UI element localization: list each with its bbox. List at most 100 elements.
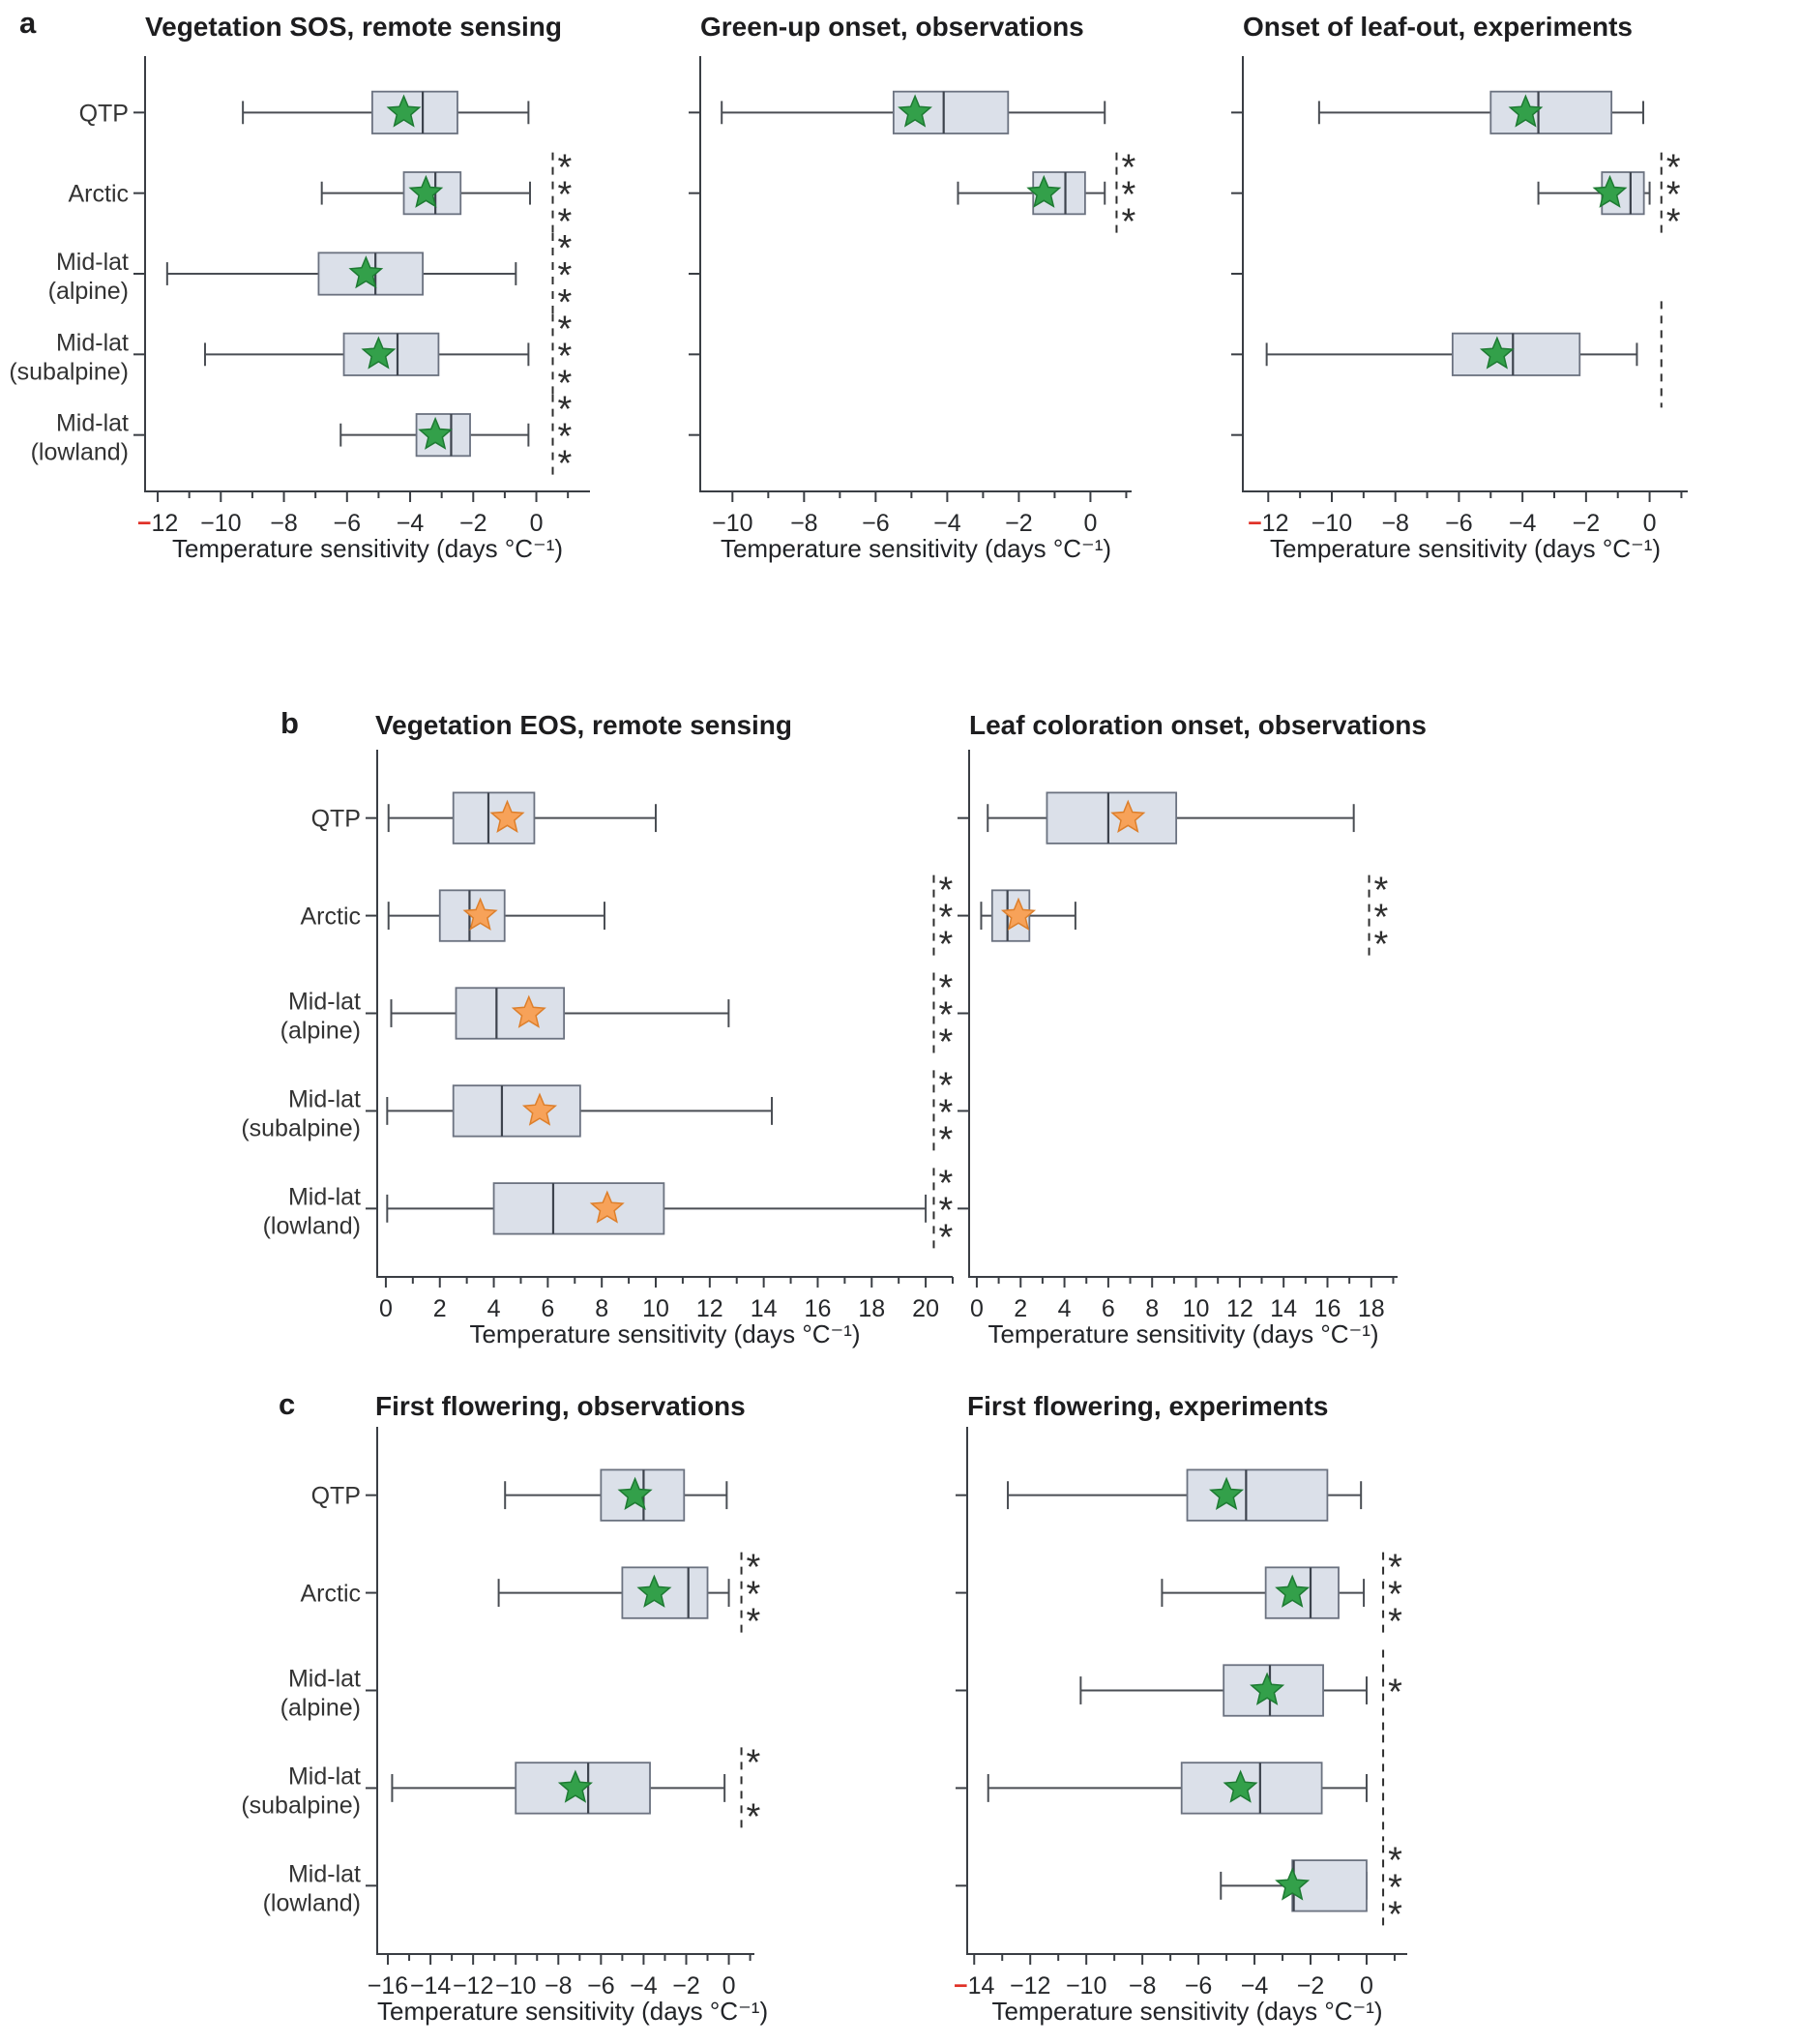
x-tick-label: 0 [1083, 510, 1097, 537]
boxplot-row [387, 889, 605, 942]
x-tick-label: −14 [410, 1972, 452, 2000]
subplot-title: Vegetation SOS, remote sensing [145, 12, 563, 42]
boxplot-row [1079, 1664, 1368, 1717]
mean-star [1250, 1672, 1285, 1705]
x-tick-label: 10 [642, 1295, 669, 1322]
x-tick-label: −6 [862, 510, 890, 537]
x-tick-label: −10 [495, 1972, 536, 2000]
subplot-title: Onset of leaf-out, experiments [1243, 12, 1633, 42]
significance-asterisk: * [1388, 1602, 1402, 1643]
row-label: (alpine) [280, 1695, 361, 1722]
significance-asterisk: * [558, 390, 573, 430]
x-tick-label: 2 [1014, 1295, 1027, 1322]
mean-star [408, 174, 444, 208]
significance-asterisk: * [558, 363, 573, 403]
x-tick-label: −12 [1010, 1972, 1050, 2000]
significance-marker: *** [932, 871, 953, 965]
boxplot-row [987, 1762, 1368, 1815]
significance-marker: ** [740, 1742, 761, 1837]
significance-asterisk: * [558, 175, 573, 216]
significance-asterisk: * [1666, 148, 1681, 189]
x-tick-label: 8 [1145, 1295, 1159, 1322]
mean-star [1508, 94, 1544, 128]
x-axis-label: Temperature sensitivity (days °C⁻¹) [720, 534, 1112, 563]
boxplot-row [1537, 171, 1651, 216]
significance-asterisk: * [1666, 202, 1681, 243]
mean-star [489, 799, 525, 833]
x-axis-label: Temperature sensitivity (days °C⁻¹) [377, 1997, 769, 2026]
iqr-box [492, 1182, 665, 1235]
mean-star [557, 1769, 593, 1803]
subplot-title: Leaf coloration onset, observations [969, 710, 1427, 740]
x-tick-label: −8 [1129, 1972, 1157, 2000]
significance-asterisk: * [938, 1163, 953, 1203]
x-tick-label: −4 [933, 510, 961, 537]
significance-asterisk: * [938, 1217, 953, 1258]
row-label: Mid-lat [288, 1763, 361, 1790]
mean-star [1223, 1769, 1258, 1803]
x-tick-label: −4 [1509, 510, 1537, 537]
x-tick-label: 12 [1226, 1295, 1253, 1322]
x-tick-label: −10 [1312, 510, 1352, 537]
significance-asterisk: * [558, 282, 573, 323]
row-label: Mid-lat [56, 410, 129, 437]
significance-marker: *** [932, 1065, 953, 1160]
boxplot-row [165, 252, 517, 296]
x-tick-label: −2 [1297, 1972, 1325, 2000]
row-label: (subalpine) [241, 1114, 361, 1141]
significance-asterisk: * [558, 148, 573, 189]
x-tick-label: 0 [530, 510, 544, 537]
significance-asterisk: * [938, 1092, 953, 1133]
subplot-group-vegetation-sos-remote-sensing: QTPArcticMid-lat(alpine)Mid-lat(subalpin… [9, 56, 590, 537]
significance-marker: *** [551, 390, 573, 485]
significance-marker: *** [1382, 1840, 1402, 1935]
significance-asterisk: * [747, 1742, 761, 1783]
x-tick-label: −4 [1241, 1972, 1269, 2000]
x-tick-label: 4 [487, 1295, 501, 1322]
row-label: Arctic [301, 1581, 362, 1608]
x-axis-label: Temperature sensitivity (days °C⁻¹) [987, 1319, 1379, 1348]
significance-asterisk: * [1666, 175, 1681, 216]
boxplot-row [987, 791, 1355, 844]
subplot-group-vegetation-eos-remote-sensing: QTPArcticMid-lat(alpine)Mid-lat(subalpin… [241, 750, 954, 1322]
boxplot-row [203, 332, 530, 376]
mean-star [521, 1092, 558, 1126]
iqr-box [1451, 332, 1581, 376]
x-tick-label: −2 [459, 510, 487, 537]
mean-star [348, 255, 384, 289]
row-label: Mid-lat [288, 1860, 361, 1887]
mean-star [386, 94, 422, 128]
row-label: Mid-lat [288, 989, 361, 1016]
x-tick-label: −2 [1005, 510, 1033, 537]
boxplot-row [1007, 1468, 1363, 1522]
x-tick-label: 20 [912, 1295, 939, 1322]
significance-asterisk: * [558, 417, 573, 458]
mean-star [636, 1574, 672, 1608]
x-tick-label: 16 [805, 1295, 832, 1322]
x-tick-label: −6 [1445, 510, 1473, 537]
row-label: (subalpine) [9, 358, 129, 385]
boxplot-row [387, 791, 658, 844]
significance-asterisk: * [747, 1548, 761, 1588]
subplot-group-leaf-coloration-onset-observations: 0 2 4 6 8 10 12 14 16 18*** [958, 750, 1398, 1322]
significance-asterisk: * [747, 1796, 761, 1837]
x-tick-label: 4 [1058, 1295, 1072, 1322]
x-tick-label: −2 [672, 1972, 700, 2000]
mean-star [1479, 336, 1515, 370]
boxplot-row [390, 987, 730, 1040]
panel-label-b: b [280, 706, 299, 740]
significance-marker: *** [1382, 1548, 1402, 1643]
significance-marker: * [1382, 1649, 1402, 1732]
x-tick-label: 0 [970, 1295, 984, 1322]
significance-asterisk: * [558, 202, 573, 243]
row-label: Mid-lat [56, 249, 129, 276]
x-tick-label: 2 [433, 1295, 447, 1322]
boxplot-row [320, 171, 532, 216]
panel-label-a: a [19, 6, 37, 40]
significance-asterisk: * [938, 1022, 953, 1063]
significance-asterisk: * [938, 871, 953, 911]
significance-marker: *** [551, 148, 573, 243]
boxplot-row [391, 1762, 726, 1815]
mean-star [1026, 174, 1062, 208]
